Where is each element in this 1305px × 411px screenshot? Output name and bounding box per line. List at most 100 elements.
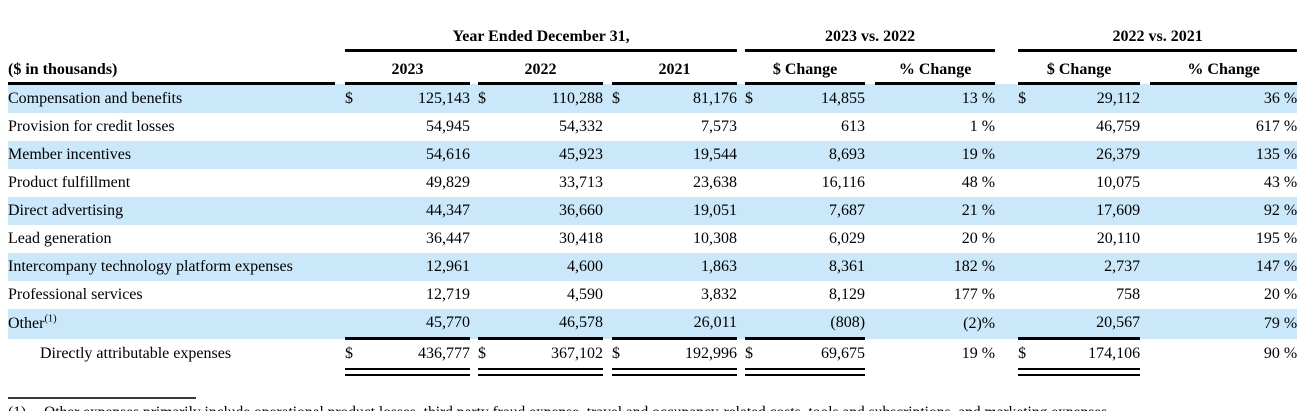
units-label: ($ in thousands) <box>8 50 335 85</box>
value-2023: 36,447 <box>426 230 470 247</box>
footnote-divider <box>8 397 196 399</box>
dollar-sign: $ <box>478 83 500 113</box>
percent-change-1: (2)% <box>875 309 996 339</box>
spacer-cell <box>737 197 746 225</box>
dollar-sign <box>478 141 500 169</box>
spacer-cell <box>1140 141 1151 169</box>
dollar-sign <box>1018 281 1040 309</box>
spacer-cell <box>995 169 1018 197</box>
spacer-cell <box>1140 169 1150 197</box>
value-2021: 23,638 <box>693 174 738 191</box>
group-header-2022-vs-2021: 2022 vs. 2021 <box>1018 8 1298 52</box>
dollar-sign <box>612 281 634 309</box>
dollar-sign: $ <box>745 337 768 369</box>
dollar-change-2: 758 <box>1116 286 1141 303</box>
dollar-change-1: 69,675 <box>767 337 866 369</box>
spacer-cell <box>8 8 345 51</box>
value-2023: 45,770 <box>367 309 470 339</box>
spacer-cell <box>603 309 612 339</box>
spacer-cell <box>603 369 612 375</box>
spacer-cell <box>470 339 478 370</box>
expense-row: Member incentives 54,616 45,923 19,544 8,693… <box>8 141 1298 169</box>
value-2023: 49,829 <box>426 174 470 191</box>
row-label: Intercompany technology platform expense… <box>8 253 335 281</box>
spacer-cell <box>1140 309 1151 339</box>
spacer-cell <box>995 309 1019 339</box>
spacer-cell <box>865 369 875 375</box>
spacer-cell <box>865 339 875 370</box>
dollar-sign <box>612 253 634 281</box>
dollar-change-2: 174,106 <box>1040 337 1141 369</box>
dollar-sign <box>745 113 767 141</box>
double-rule <box>478 368 603 376</box>
value-2021: 10,308 <box>693 230 738 247</box>
spacer-cell <box>737 281 745 309</box>
dollar-sign <box>612 141 634 169</box>
dollar-sign <box>345 225 367 253</box>
dollar-sign <box>478 309 500 339</box>
dollar-sign <box>1018 225 1040 253</box>
percent-change-1: 48 % <box>961 174 996 191</box>
value-2022: 110,288 <box>500 83 603 113</box>
dollar-sign <box>612 225 634 253</box>
dollar-sign <box>612 309 634 339</box>
dollar-change-1: 7,687 <box>767 197 866 225</box>
expense-row: Professional services 12,719 4,590 3,832 8,1… <box>8 281 1297 309</box>
dollar-sign <box>478 253 500 281</box>
dollar-sign <box>478 113 500 141</box>
spacer-cell <box>1140 225 1150 253</box>
value-2022: 36,660 <box>500 197 603 225</box>
footnote-text: Other expenses primarily include operati… <box>44 403 1111 411</box>
dollar-sign <box>345 169 367 197</box>
spacer-cell <box>470 197 478 225</box>
spacer-cell <box>995 225 1018 253</box>
value-2021: 3,832 <box>701 286 738 303</box>
dollar-sign <box>745 141 768 169</box>
footnote-marker: (1) <box>8 403 44 411</box>
dollar-sign <box>745 197 768 225</box>
spacer-cell <box>335 225 345 253</box>
spacer-cell <box>737 309 746 339</box>
spacer-cell <box>865 83 876 113</box>
value-2022: 33,713 <box>559 174 603 191</box>
dollar-sign: $ <box>478 337 500 369</box>
value-2021: 19,051 <box>634 197 738 225</box>
spacer-cell <box>603 141 612 169</box>
dollar-sign <box>345 113 367 141</box>
column-header-dollar-change-1: $ Change <box>745 50 866 85</box>
spacer-cell <box>470 113 478 141</box>
row-label: Product fulfillment <box>8 174 131 191</box>
dollar-sign <box>478 281 500 309</box>
spacer-cell <box>335 339 345 370</box>
dollar-change-2: 29,112 <box>1040 83 1141 113</box>
value-2022: 45,923 <box>500 141 603 169</box>
spacer-cell <box>603 253 612 281</box>
expense-row: Intercompany technology platform expense… <box>8 253 1298 281</box>
value-2023: 54,945 <box>426 118 470 135</box>
spacer-cell <box>737 339 745 370</box>
spacer-cell <box>603 83 612 113</box>
expense-row: Other(1) 45,770 46,578 26,011 (808) (2)% 20,56… <box>8 309 1298 339</box>
spacer-cell <box>995 51 1018 84</box>
value-2023: 436,777 <box>367 337 470 369</box>
spacer-cell <box>737 83 746 113</box>
dollar-sign: $ <box>345 337 367 369</box>
expense-row: Provision for credit losses 54,945 54,332 7… <box>8 113 1297 141</box>
dollar-sign: $ <box>1018 337 1041 369</box>
spacer-cell <box>335 141 345 169</box>
spacer-cell <box>737 113 745 141</box>
dollar-sign <box>1018 197 1041 225</box>
spacer-cell <box>865 169 875 197</box>
spacer-cell <box>865 225 875 253</box>
value-2021: 26,011 <box>634 309 738 339</box>
group-header-2023-vs-2022: 2023 vs. 2022 <box>745 8 996 52</box>
percent-change-2: 92 % <box>1150 197 1298 225</box>
spacer-cell <box>470 141 478 169</box>
spacer-cell <box>995 83 1019 113</box>
spacer-cell <box>8 369 345 375</box>
percent-change-2: 135 % <box>1150 141 1298 169</box>
expense-row: Direct advertising 44,347 36,660 19,051 7,68… <box>8 197 1298 225</box>
dollar-sign <box>478 197 500 225</box>
value-2022: 54,332 <box>559 118 603 135</box>
spacer-cell <box>995 8 1018 51</box>
